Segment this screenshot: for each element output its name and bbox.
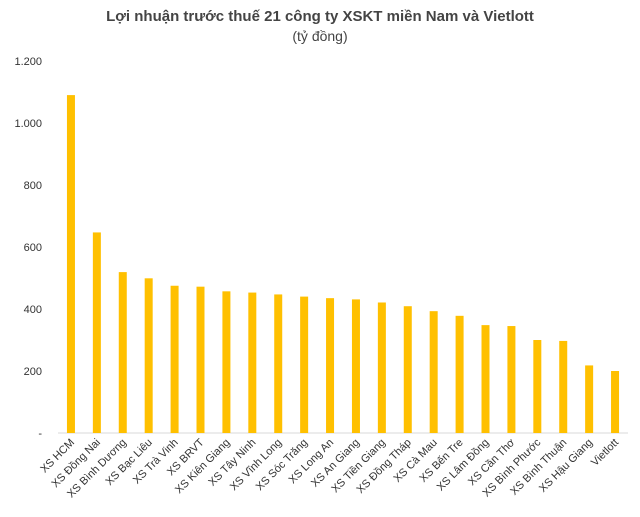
bar <box>92 232 101 433</box>
bar <box>248 292 257 433</box>
bar <box>481 325 490 433</box>
bar <box>326 298 335 433</box>
category-label: Vietlott <box>589 437 621 469</box>
chart-title: Lợi nhuận trước thuế 21 công ty XSKT miề… <box>106 8 534 25</box>
bar <box>144 278 153 433</box>
bar <box>559 340 568 433</box>
y-axis-ticks: - 200 400 600 800 1.000 1.200 <box>14 56 42 440</box>
bar <box>222 291 231 433</box>
bars <box>66 95 620 433</box>
bar <box>118 272 127 433</box>
bar <box>274 294 283 433</box>
y-tick-label: 1.200 <box>14 56 42 68</box>
y-tick-label: 1.000 <box>14 118 42 130</box>
bar <box>585 365 594 433</box>
bar <box>66 95 75 433</box>
bar <box>533 340 542 433</box>
bar <box>351 299 360 433</box>
bar <box>403 306 412 433</box>
bar <box>170 285 179 433</box>
bar <box>455 315 464 433</box>
chart-subtitle: (tỷ đồng) <box>292 28 348 44</box>
bar <box>300 296 309 433</box>
y-tick-label: 200 <box>24 366 42 378</box>
y-tick-label: - <box>38 428 42 440</box>
bar <box>377 302 386 433</box>
y-tick-label: 800 <box>24 180 42 192</box>
bar <box>611 371 620 433</box>
bar <box>507 326 516 433</box>
y-tick-label: 600 <box>24 242 42 254</box>
y-tick-label: 400 <box>24 304 42 316</box>
bar <box>196 286 205 433</box>
bar <box>429 311 438 433</box>
